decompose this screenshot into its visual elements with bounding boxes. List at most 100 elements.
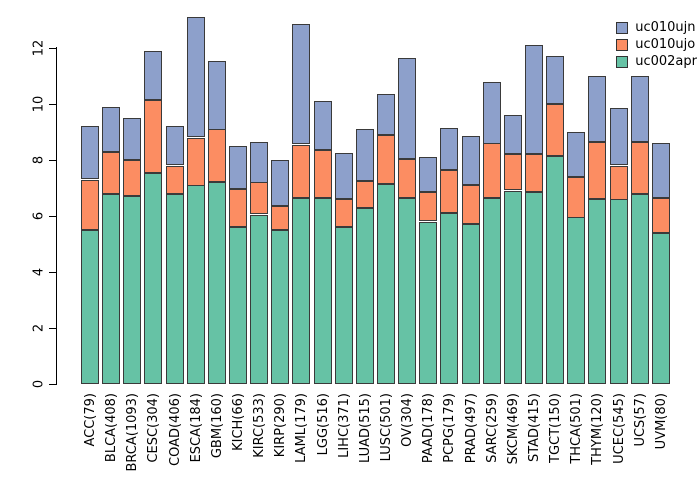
bar-segment-uc010ujo [504, 154, 522, 190]
bar-segment-uc010ujn [398, 58, 416, 159]
y-tick-label: 12 [31, 39, 47, 57]
x-tick-label: THCA(501) [569, 393, 584, 464]
bar-segment-uc002apr [81, 230, 99, 384]
bar-segment-uc002apr [419, 222, 437, 384]
y-tick-mark [49, 104, 57, 105]
bar-segment-uc010ujn [567, 132, 585, 177]
bar-segment-uc010ujn [631, 76, 649, 142]
x-tick-label: BLCA(408) [104, 393, 119, 463]
bar-segment-uc010ujo [652, 198, 670, 233]
bar-segment-uc002apr [652, 233, 670, 384]
bar-segment-uc002apr [525, 192, 543, 384]
x-tick-label: KIRP(290) [273, 393, 288, 458]
x-tick-label: SARC(259) [485, 393, 500, 463]
y-tick-label: 10 [31, 95, 47, 113]
y-tick-mark [49, 272, 57, 273]
bar-segment-uc010ujn [81, 126, 99, 179]
bar-segment-uc002apr [102, 194, 120, 384]
bar-segment-uc010ujo [567, 177, 585, 218]
x-tick-label: KIRC(533) [252, 393, 267, 458]
bar-segment-uc010ujn [250, 142, 268, 183]
bar-segment-uc002apr [250, 215, 268, 384]
bar-segment-uc010ujn [314, 101, 332, 150]
y-tick-label: 4 [31, 267, 47, 277]
x-tick-label: LIHC(371) [337, 393, 352, 458]
x-tick-label: CESC(304) [146, 393, 161, 463]
bar-segment-uc010ujo [292, 145, 310, 198]
bar-segment-uc010ujo [187, 138, 205, 186]
bar-segment-uc002apr [208, 182, 226, 384]
legend-item: uc010ujo [616, 37, 697, 52]
x-tick-label: SKCM(469) [506, 393, 521, 465]
x-tick-label: PCPG(179) [442, 393, 457, 463]
bar-segment-uc002apr [292, 198, 310, 384]
bar-segment-uc010ujn [123, 118, 141, 160]
bar-segment-uc010ujn [652, 143, 670, 198]
bar-segment-uc002apr [377, 184, 395, 384]
bar-segment-uc010ujn [610, 108, 628, 165]
legend-label: uc010ujo [635, 37, 696, 52]
y-tick-label: 6 [31, 211, 47, 221]
bar-segment-uc010ujn [335, 153, 353, 199]
x-tick-label: ACC(79) [83, 393, 98, 447]
bar-segment-uc002apr [229, 227, 247, 384]
x-tick-label: LAML(179) [294, 393, 309, 463]
bar-segment-uc010ujo [356, 181, 374, 208]
legend-label: uc010ujn [635, 20, 696, 35]
legend-swatch-icon [616, 38, 629, 51]
bar-segment-uc010ujn [356, 129, 374, 181]
x-tick-label: GBM(160) [210, 393, 225, 459]
bar-segment-uc010ujn [588, 76, 606, 142]
bar-segment-uc002apr [462, 224, 480, 384]
bar-segment-uc002apr [483, 198, 501, 384]
legend: uc010ujn uc010ujo uc002apr [616, 20, 697, 69]
x-tick-label: THYM(120) [590, 393, 605, 465]
bar-segment-uc002apr [504, 191, 522, 384]
bar-segment-uc002apr [631, 194, 649, 384]
legend-swatch-icon [616, 21, 629, 34]
bar-segment-uc002apr [546, 156, 564, 384]
bar-segment-uc002apr [610, 199, 628, 384]
bar-segment-uc010ujn [292, 24, 310, 144]
legend-item: uc002apr [616, 54, 697, 69]
bar-segment-uc010ujo [483, 143, 501, 198]
bar-segment-uc010ujo [123, 160, 141, 196]
y-tick-mark [49, 48, 57, 49]
bar-segment-uc010ujo [546, 104, 564, 156]
bar-segment-uc002apr [567, 217, 585, 384]
bar-segment-uc010ujn [144, 51, 162, 100]
bar-segment-uc010ujn [377, 94, 395, 135]
x-tick-label: PAAD(178) [421, 393, 436, 464]
y-tick-mark [49, 216, 57, 217]
x-tick-label: STAD(415) [527, 393, 542, 463]
x-tick-label: LUSC(501) [379, 393, 394, 462]
bar-segment-uc002apr [187, 185, 205, 384]
legend-item: uc010ujn [616, 20, 697, 35]
bar-segment-uc010ujo [314, 150, 332, 198]
x-tick-label: LUAD(515) [358, 393, 373, 463]
bar-segment-uc010ujo [398, 159, 416, 198]
bar-segment-uc010ujn [102, 107, 120, 152]
x-tick-label: LGG(516) [316, 393, 331, 456]
bar-segment-uc010ujo [588, 142, 606, 199]
x-tick-label: BRCA(1093) [125, 393, 140, 472]
bar-segment-uc010ujo [229, 189, 247, 227]
y-tick-mark [49, 384, 57, 385]
bar-segment-uc010ujn [504, 115, 522, 154]
y-tick-label: 8 [31, 155, 47, 165]
bar-segment-uc010ujo [440, 170, 458, 213]
bar-segment-uc002apr [588, 199, 606, 384]
x-tick-label: UVM(80) [654, 393, 669, 450]
bar-segment-uc010ujn [229, 146, 247, 189]
bar-segment-uc010ujn [483, 82, 501, 144]
bar-segment-uc002apr [314, 198, 332, 384]
x-tick-label: ESCA(184) [189, 393, 204, 463]
bar-segment-uc002apr [356, 208, 374, 384]
x-tick-label: UCEC(545) [612, 393, 627, 464]
bar-segment-uc002apr [335, 227, 353, 384]
bar-segment-uc010ujo [144, 100, 162, 173]
bar-segment-uc010ujn [187, 17, 205, 137]
bar-segment-uc002apr [398, 198, 416, 384]
bar-segment-uc010ujn [419, 157, 437, 192]
